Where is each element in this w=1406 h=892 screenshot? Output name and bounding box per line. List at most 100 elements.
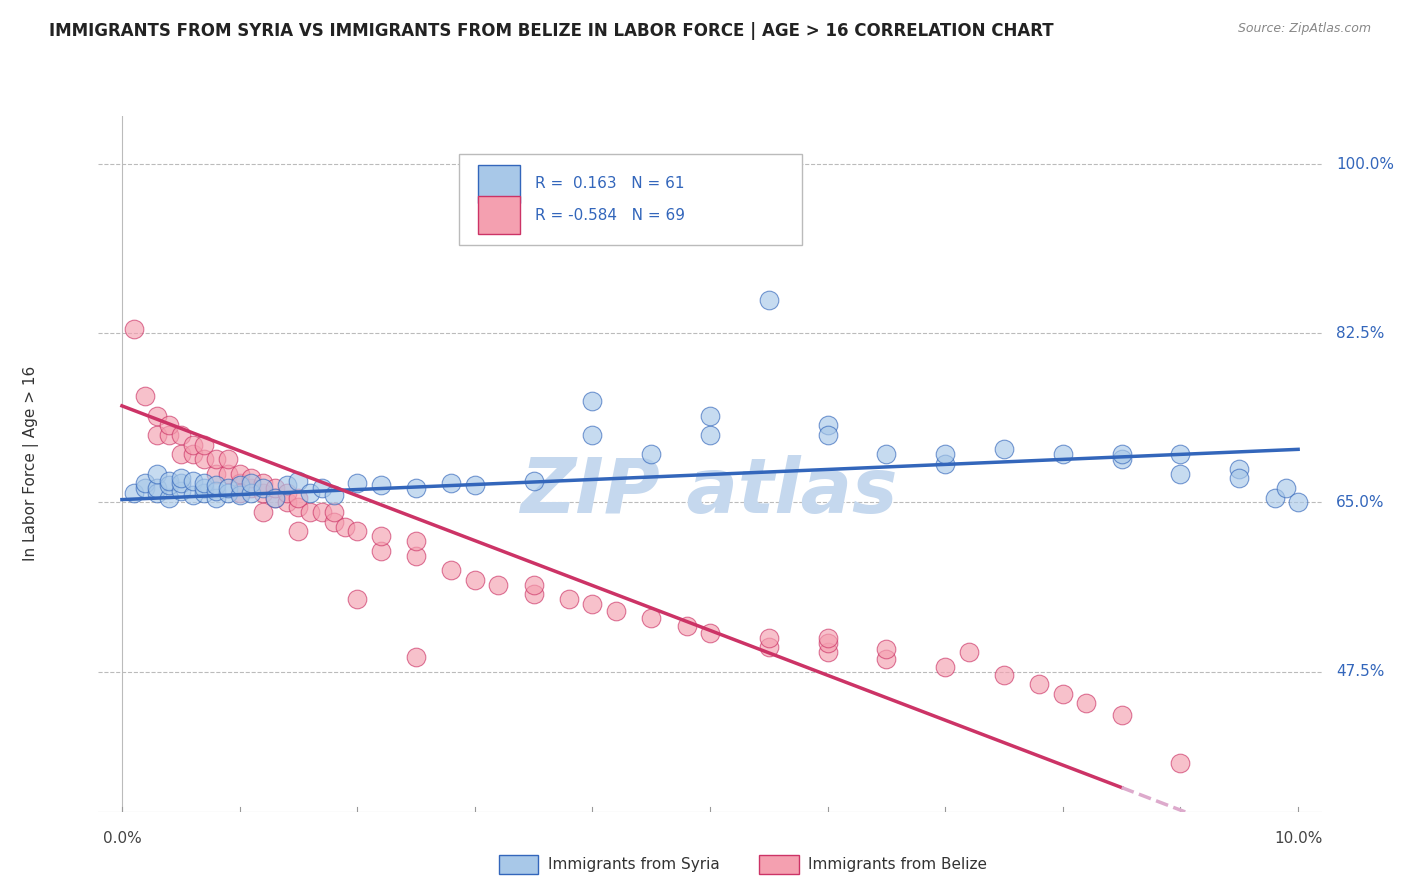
Point (181, 437, 204, 451)
Point (486, 577, 509, 591)
Point (134, 481, 156, 495)
Point (993, 667, 1015, 681)
Point (1076, 697, 1098, 711)
Point (758, 293, 780, 307)
Point (157, 418, 180, 433)
Point (157, 491, 180, 505)
Text: R = -0.584   N = 69: R = -0.584 N = 69 (536, 208, 685, 223)
Point (287, 475, 309, 489)
Point (170, 471, 193, 485)
Point (370, 529, 392, 543)
Point (193, 452, 215, 467)
Point (122, 485, 145, 500)
Point (276, 485, 298, 500)
Point (299, 485, 322, 500)
Text: Source: ZipAtlas.com: Source: ZipAtlas.com (1237, 22, 1371, 36)
Point (875, 652, 897, 666)
Point (311, 505, 333, 519)
Point (205, 467, 228, 481)
Point (1170, 467, 1192, 481)
Point (228, 485, 250, 500)
Point (252, 481, 274, 495)
Point (1227, 471, 1250, 485)
Point (146, 467, 169, 481)
Point (699, 409, 721, 423)
Point (170, 476, 193, 491)
Point (276, 478, 298, 492)
Point (640, 447, 662, 461)
Text: 65.0%: 65.0% (1336, 495, 1385, 510)
Point (934, 457, 956, 471)
Text: In Labor Force | Age > 16: In Labor Force | Age > 16 (22, 367, 39, 561)
Point (346, 476, 368, 491)
Point (581, 597, 603, 611)
Point (934, 447, 956, 461)
Point (157, 475, 180, 489)
Point (699, 626, 721, 640)
Point (523, 475, 546, 489)
Point (1111, 447, 1133, 461)
Point (1028, 677, 1050, 691)
Point (228, 476, 250, 491)
Point (405, 650, 427, 665)
Point (993, 442, 1015, 457)
Point (157, 478, 180, 492)
Text: 82.5%: 82.5% (1336, 326, 1385, 341)
Point (817, 418, 839, 433)
Point (581, 394, 603, 409)
Point (322, 505, 344, 519)
FancyBboxPatch shape (478, 165, 520, 203)
Point (322, 488, 344, 502)
Point (817, 635, 839, 649)
Point (240, 481, 263, 495)
Point (205, 478, 228, 492)
Point (146, 481, 169, 495)
Point (146, 428, 169, 442)
Point (146, 409, 169, 423)
Point (311, 481, 333, 495)
Point (252, 476, 274, 491)
Point (134, 476, 156, 491)
FancyBboxPatch shape (460, 154, 801, 244)
Point (405, 534, 427, 549)
Point (558, 592, 581, 607)
Point (263, 491, 285, 505)
Point (934, 660, 956, 674)
Point (370, 478, 392, 492)
Point (146, 485, 169, 500)
Point (1227, 461, 1250, 475)
Point (464, 573, 486, 587)
Point (758, 631, 780, 645)
Point (1286, 495, 1309, 509)
Point (440, 476, 463, 491)
Point (875, 642, 897, 657)
Point (193, 476, 215, 491)
Point (240, 485, 263, 500)
Point (640, 611, 662, 625)
Point (1111, 708, 1133, 723)
Point (875, 447, 897, 461)
Point (1052, 687, 1074, 701)
Point (193, 485, 215, 500)
Point (122, 321, 145, 335)
Point (1111, 452, 1133, 467)
Point (699, 428, 721, 442)
Point (675, 619, 697, 633)
Point (276, 495, 298, 509)
Point (287, 524, 309, 539)
Text: 100.0%: 100.0% (1336, 157, 1395, 172)
Point (217, 467, 239, 481)
Point (217, 481, 239, 495)
Point (523, 587, 546, 601)
Point (464, 478, 486, 492)
Point (440, 563, 463, 577)
Text: 10.0%: 10.0% (1274, 831, 1322, 846)
Text: 47.5%: 47.5% (1336, 665, 1385, 679)
Point (335, 519, 357, 533)
Point (181, 488, 204, 502)
Point (205, 452, 228, 467)
Point (957, 645, 980, 659)
Point (181, 447, 204, 461)
Point (287, 500, 309, 515)
Point (170, 483, 193, 498)
